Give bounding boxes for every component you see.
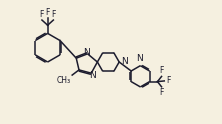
Text: CH₃: CH₃	[57, 76, 71, 85]
Text: F: F	[46, 8, 50, 17]
Text: F: F	[39, 10, 44, 19]
Text: F: F	[166, 76, 170, 85]
Text: F: F	[52, 10, 56, 19]
Text: N: N	[136, 54, 143, 63]
Text: N: N	[89, 71, 95, 80]
Text: F: F	[160, 88, 164, 97]
Text: N: N	[121, 57, 128, 66]
Text: F: F	[160, 66, 164, 75]
Text: N: N	[83, 48, 90, 57]
